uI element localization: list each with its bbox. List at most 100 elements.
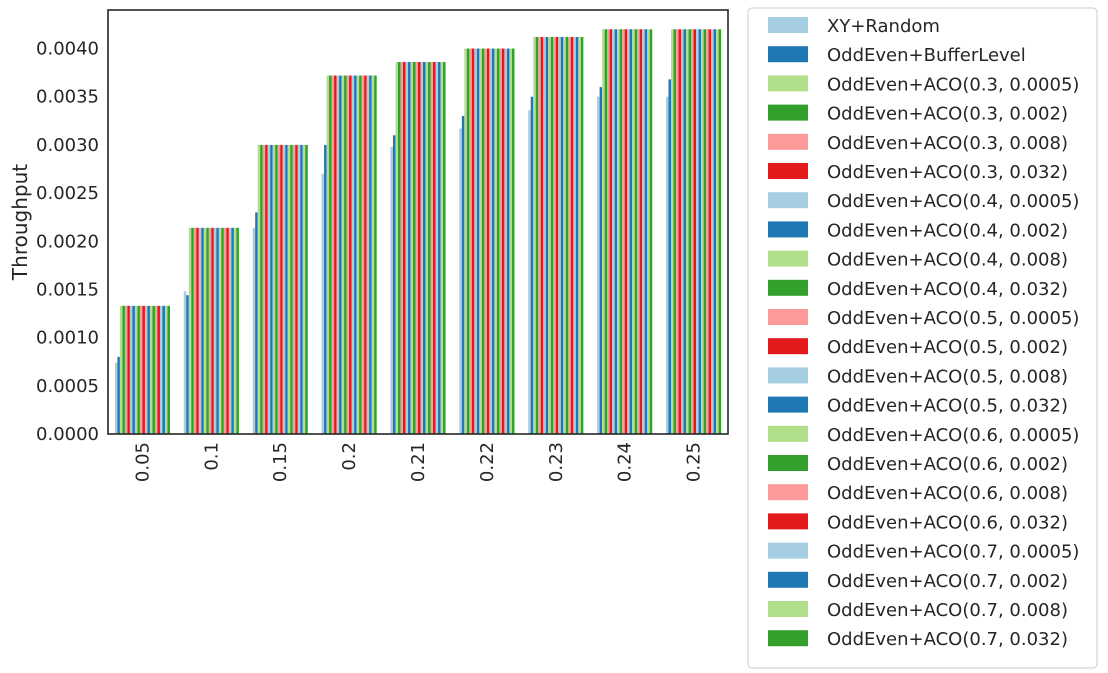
bar bbox=[666, 96, 669, 434]
bar bbox=[425, 62, 429, 434]
legend-label: OddEven+BufferLevel bbox=[827, 45, 1026, 66]
bar bbox=[147, 305, 150, 434]
bar bbox=[265, 144, 268, 434]
bar bbox=[149, 305, 153, 434]
bar bbox=[617, 29, 620, 435]
y-tick-label: 0.0010 bbox=[36, 328, 99, 349]
legend-label: OddEven+ACO(0.5, 0.032) bbox=[827, 396, 1068, 417]
bar bbox=[392, 135, 396, 434]
bar bbox=[632, 29, 635, 435]
bar bbox=[688, 29, 692, 435]
x-tick-label: 0.2 bbox=[339, 442, 360, 471]
bar bbox=[191, 227, 194, 434]
bar bbox=[339, 75, 342, 434]
bar bbox=[533, 36, 536, 434]
legend-swatch bbox=[768, 542, 808, 559]
bar bbox=[193, 227, 197, 434]
bar bbox=[119, 305, 123, 434]
bar bbox=[188, 227, 192, 434]
plot-frame bbox=[107, 9, 729, 435]
bar bbox=[302, 144, 306, 434]
bar bbox=[354, 75, 357, 434]
legend-swatch bbox=[768, 338, 808, 355]
bar bbox=[708, 29, 712, 435]
legend-frame bbox=[747, 7, 1098, 669]
bar bbox=[459, 128, 462, 434]
bar bbox=[114, 362, 118, 434]
bar bbox=[560, 36, 564, 434]
bar bbox=[538, 36, 541, 434]
bar bbox=[329, 75, 332, 434]
x-tick-label: 0.05 bbox=[132, 442, 153, 482]
bar bbox=[597, 96, 600, 434]
bar bbox=[471, 48, 475, 435]
legend-label: OddEven+ACO(0.6, 0.032) bbox=[827, 512, 1068, 533]
bar bbox=[681, 29, 684, 435]
bar bbox=[693, 29, 697, 435]
y-tick-label: 0.0040 bbox=[36, 39, 99, 60]
bar bbox=[614, 29, 618, 435]
bar bbox=[543, 36, 546, 434]
legend-swatch bbox=[768, 571, 808, 588]
bar bbox=[287, 144, 291, 434]
bar bbox=[535, 36, 539, 434]
bar bbox=[676, 29, 679, 435]
bar bbox=[540, 36, 544, 434]
bar bbox=[484, 48, 487, 435]
bar bbox=[553, 36, 556, 434]
bar bbox=[711, 29, 714, 435]
legend-items: XY+Random OddEven+BufferLevel OddEven+ACO(… bbox=[768, 16, 1079, 650]
bar bbox=[602, 29, 605, 435]
bar bbox=[349, 75, 352, 434]
y-axis-label: Throughput bbox=[8, 164, 32, 281]
bar bbox=[718, 29, 722, 435]
bar bbox=[134, 305, 138, 434]
legend-label: OddEven+ACO(0.7, 0.032) bbox=[827, 629, 1068, 650]
bar bbox=[642, 29, 645, 435]
y-tick-label: 0.0030 bbox=[36, 135, 99, 156]
bar bbox=[701, 29, 704, 435]
x-tick-label: 0.23 bbox=[546, 442, 567, 482]
bar bbox=[277, 144, 281, 434]
bar bbox=[678, 29, 682, 435]
bar bbox=[412, 62, 416, 434]
bar bbox=[464, 48, 467, 435]
legend-swatch bbox=[768, 279, 808, 296]
bar bbox=[698, 29, 702, 435]
bar bbox=[550, 36, 554, 434]
bar bbox=[716, 29, 719, 435]
y-tick-label: 0.0020 bbox=[36, 231, 99, 252]
bar bbox=[356, 75, 360, 434]
bar bbox=[282, 144, 286, 434]
bar bbox=[575, 36, 579, 434]
bar bbox=[624, 29, 628, 435]
bar bbox=[208, 227, 212, 434]
legend-swatch bbox=[768, 367, 808, 384]
bar bbox=[563, 36, 566, 434]
bar bbox=[366, 75, 370, 434]
bar bbox=[295, 144, 298, 434]
bar bbox=[627, 29, 630, 435]
bar bbox=[474, 48, 477, 435]
bar bbox=[226, 227, 229, 434]
bar bbox=[186, 295, 189, 434]
bar bbox=[491, 48, 495, 435]
bar bbox=[211, 227, 214, 434]
bar bbox=[634, 29, 638, 435]
y-tick-label: 0.0000 bbox=[36, 424, 99, 445]
bar bbox=[647, 29, 650, 435]
bar bbox=[223, 227, 227, 434]
bar bbox=[570, 36, 574, 434]
x-axis-ticks: 0.05 0.1 0.15 0.2 0.21 0.22 0.23 0.24 0.25 bbox=[132, 442, 704, 482]
bar bbox=[440, 62, 444, 434]
bar bbox=[351, 75, 355, 434]
bar bbox=[159, 305, 163, 434]
bar bbox=[233, 227, 237, 434]
bar bbox=[506, 48, 510, 435]
bar bbox=[260, 144, 263, 434]
legend-swatch bbox=[768, 455, 808, 471]
bar bbox=[604, 29, 608, 435]
bar bbox=[231, 227, 234, 434]
bar bbox=[395, 62, 398, 434]
legend-swatch bbox=[768, 309, 808, 325]
